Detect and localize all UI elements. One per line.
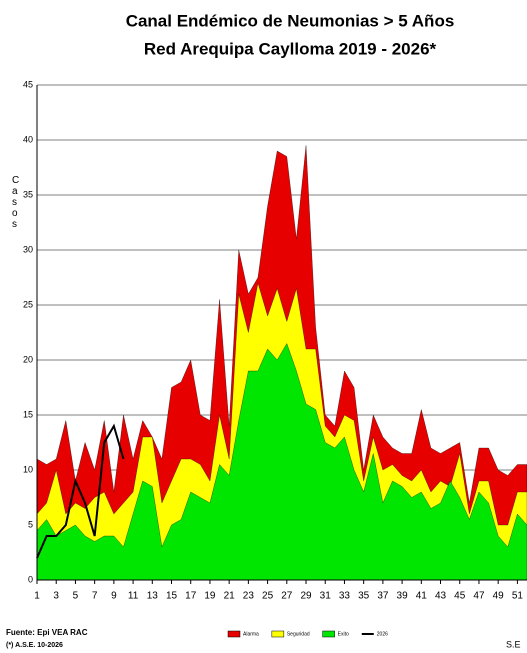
legend-item: 2026 [361,631,388,637]
x-axis-label: S.E [506,639,521,649]
x-tick-label: 23 [243,591,255,602]
legend-label: 2026 [377,631,388,637]
legend-item: Exito [322,630,349,638]
chart-title: Canal Endémico de Neumonias > 5 Años [126,11,455,30]
chart-subtitle: Red Arequipa Caylloma 2019 - 2026* [144,39,437,58]
x-tick-label: 35 [358,591,370,602]
legend-swatch [271,630,285,638]
x-tick-label: 21 [224,591,236,602]
x-tick-label: 27 [281,591,293,602]
legend-swatch [227,630,241,638]
x-tick-label: 13 [147,591,159,602]
x-tick-label: 39 [397,591,409,602]
x-tick-label: 51 [512,591,524,602]
x-tick-label: 19 [204,591,216,602]
series-area [36,343,527,581]
legend-swatch [322,630,335,638]
y-tick-label: 30 [23,244,33,254]
x-tick-label: 29 [300,591,312,602]
x-tick-label: 11 [128,591,139,602]
x-tick-label: 41 [416,591,428,602]
x-tick-label: 1 [34,591,40,602]
y-tick-label: 40 [23,134,33,144]
x-tick-label: 7 [92,591,98,602]
note: (*) A.S.E. 10-2026 [6,642,63,649]
y-tick-label: 10 [23,464,33,474]
y-tick-label: 20 [23,354,33,364]
x-tick-label: 25 [262,591,274,602]
x-tick-label: 33 [339,591,351,602]
x-tick-label: 43 [435,591,447,602]
legend-label: Seguridad [287,631,310,637]
y-tick-label: 5 [28,519,33,529]
y-tick-label: 25 [23,299,33,309]
x-tick-label: 45 [454,591,466,602]
y-tick-label: 45 [23,79,33,89]
x-tick-label: 31 [320,591,332,602]
legend-item: Alarma [227,630,259,638]
legend-label: Exito [338,631,349,637]
x-tick-label: 47 [473,591,485,602]
legend-item: Seguridad [271,630,310,638]
legend-label: Alarma [243,631,259,637]
y-tick-label: 35 [23,189,33,199]
x-tick-label: 37 [377,591,389,602]
x-tick-label: 3 [53,591,59,602]
source: Fuente: Epi VEA RAC [6,628,88,637]
series-line [36,423,125,559]
x-tick-label: 17 [185,591,197,602]
x-tick-label: 5 [73,591,79,602]
x-tick-label: 15 [166,591,178,602]
x-tick-label: 9 [111,591,117,602]
x-tick-label: 49 [493,591,505,602]
y-tick-label: 15 [23,409,33,419]
y-tick-label: 0 [28,574,33,584]
